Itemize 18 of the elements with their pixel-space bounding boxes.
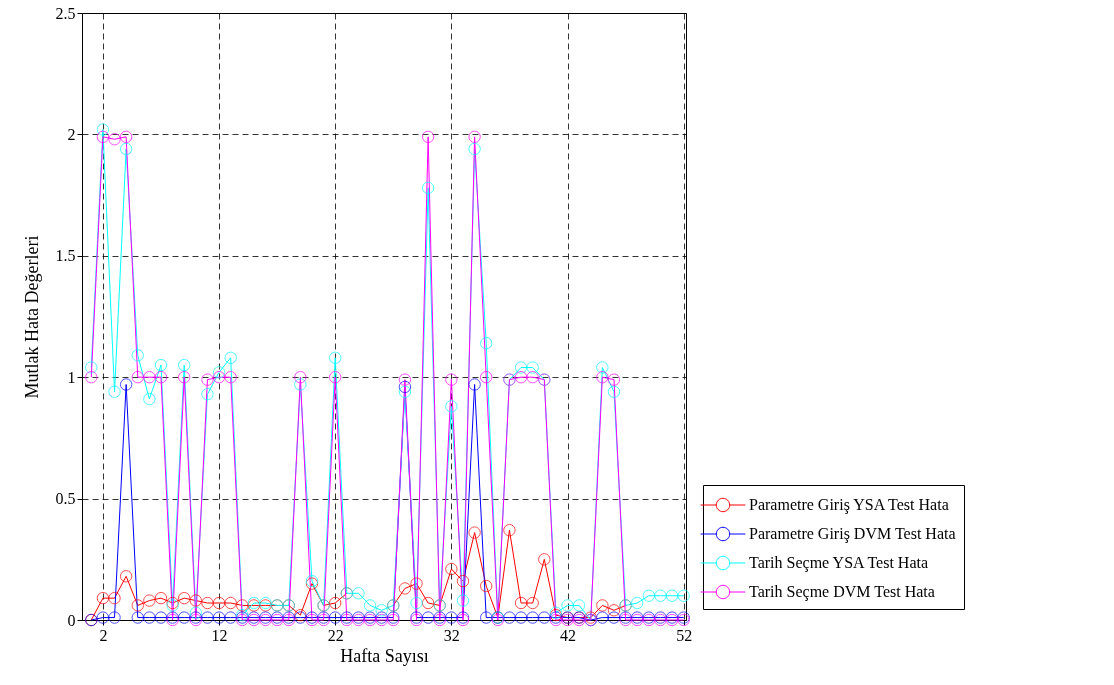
y-tick-label: 2	[67, 125, 76, 143]
y-tick-label: 1	[67, 368, 76, 386]
legend-label: Tarih Seçme YSA Test Hata	[749, 554, 929, 572]
y-tick-label: 2.5	[55, 4, 76, 22]
y-tick-label: 1.5	[55, 247, 76, 265]
y-tick-label: 0.5	[55, 490, 76, 508]
legend-label: Parametre Giriş YSA Test Hata	[749, 496, 949, 514]
legend-label: Parametre Giriş DVM Test Hata	[749, 525, 956, 543]
y-tick-label: 0	[67, 611, 76, 629]
x-tick-label: 32	[443, 626, 460, 644]
x-tick-label: 2	[99, 626, 108, 644]
x-tick-label: 42	[560, 626, 577, 644]
x-tick-label: 22	[327, 626, 344, 644]
x-tick-label: 52	[676, 626, 693, 644]
x-axis-title: Hafta Sayısı	[340, 645, 429, 666]
x-tick-label: 12	[211, 626, 228, 644]
y-axis-title: Mutlak Hata Değerleri	[21, 235, 42, 399]
legend-label: Tarih Seçme DVM Test Hata	[749, 583, 935, 601]
